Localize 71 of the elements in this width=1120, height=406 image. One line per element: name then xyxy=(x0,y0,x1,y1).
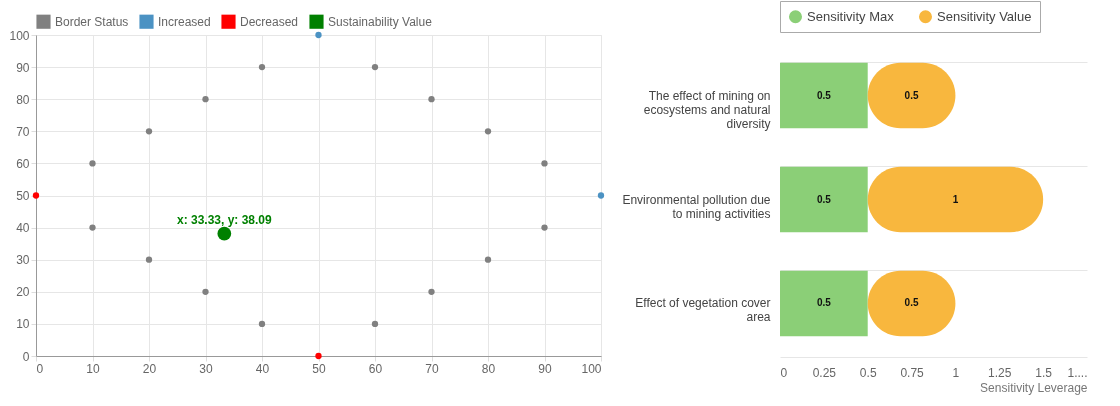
x-tick-label: 10 xyxy=(86,361,100,376)
point xyxy=(202,288,209,295)
point xyxy=(202,96,209,103)
x-tick-label: 0 xyxy=(780,365,788,380)
x-tick-label: 1.... xyxy=(1067,365,1088,380)
data-label: 0.5 xyxy=(816,193,832,205)
x-tick-label: 0.5 xyxy=(859,365,877,380)
x-tick-label: 20 xyxy=(142,361,157,376)
x-tick-label: 60 xyxy=(368,361,383,376)
y-tick-label: 30 xyxy=(16,253,30,268)
point xyxy=(32,192,40,199)
point xyxy=(428,96,435,103)
x-tick-label: 40 xyxy=(255,361,270,376)
y-tick-label: 20 xyxy=(16,285,30,300)
y-tick-label: The effect of mining on ecosystems and natural diversity xyxy=(643,88,771,131)
point xyxy=(145,128,153,135)
x-tick-label: 0 xyxy=(36,361,44,376)
y-tick-label: 90 xyxy=(16,60,30,75)
x-tick-label: 70 xyxy=(425,361,439,376)
x-tick-label: 30 xyxy=(199,361,213,376)
point xyxy=(258,63,266,71)
point xyxy=(145,256,153,263)
y-tick-label: 100 xyxy=(9,28,30,43)
legend-label: Decreased xyxy=(240,14,299,29)
point xyxy=(217,226,232,241)
y-tick-label: Effect of vegetation cover area xyxy=(635,296,771,325)
data-label: 0.5 xyxy=(816,297,832,309)
point xyxy=(258,320,266,328)
x-tick-label: 100 xyxy=(581,361,602,376)
point xyxy=(597,192,605,199)
legend-label: Sensitivity Max xyxy=(807,8,895,24)
x-tick-label: 90 xyxy=(538,361,552,376)
point xyxy=(89,160,96,167)
data-label: 0.5 xyxy=(816,89,832,101)
x-tick-label: 0.75 xyxy=(900,365,925,380)
y-tick-label: 0 xyxy=(22,349,30,364)
point xyxy=(315,352,322,360)
bar xyxy=(780,270,868,337)
x-tick-label: 1 xyxy=(952,365,960,380)
point xyxy=(371,320,379,328)
legend-label: Border Status xyxy=(55,14,129,29)
y-tick-label: 80 xyxy=(16,92,30,107)
point xyxy=(315,31,322,39)
y-tick-label: 50 xyxy=(16,189,30,203)
point xyxy=(484,128,492,135)
y-tick-label: 40 xyxy=(16,221,30,236)
y-tick-label: Environmental pollution due to mining activities xyxy=(622,192,771,221)
point xyxy=(371,63,379,71)
data-label: 0.5 xyxy=(904,89,919,101)
y-tick-label: 70 xyxy=(16,124,30,139)
x-tick-label: 50 xyxy=(312,361,326,376)
point xyxy=(541,224,548,231)
legend-label: Sustainability Value xyxy=(328,14,433,29)
x-tick-label: 1.25 xyxy=(988,365,1012,380)
point xyxy=(428,288,435,295)
legend-label: Sensitivity Value xyxy=(937,8,1032,24)
data-label: 1 xyxy=(952,193,959,205)
y-tick-label: 60 xyxy=(16,156,30,171)
bar xyxy=(780,62,868,129)
y-tick-label: 10 xyxy=(16,317,30,332)
point xyxy=(541,160,548,167)
x-tick-label: 0.25 xyxy=(812,365,837,380)
point xyxy=(484,256,492,263)
x-tick-label: 1.5 xyxy=(1035,365,1053,380)
x-axis-title: Sensitivity Leverage xyxy=(980,380,1088,395)
legend-label: Increased xyxy=(158,14,211,29)
bar xyxy=(780,166,868,233)
annotation: x: 33.33, y: 38.09 xyxy=(176,212,273,227)
data-label: 0.5 xyxy=(904,297,919,309)
point xyxy=(89,224,96,231)
x-tick-label: 80 xyxy=(481,361,496,376)
